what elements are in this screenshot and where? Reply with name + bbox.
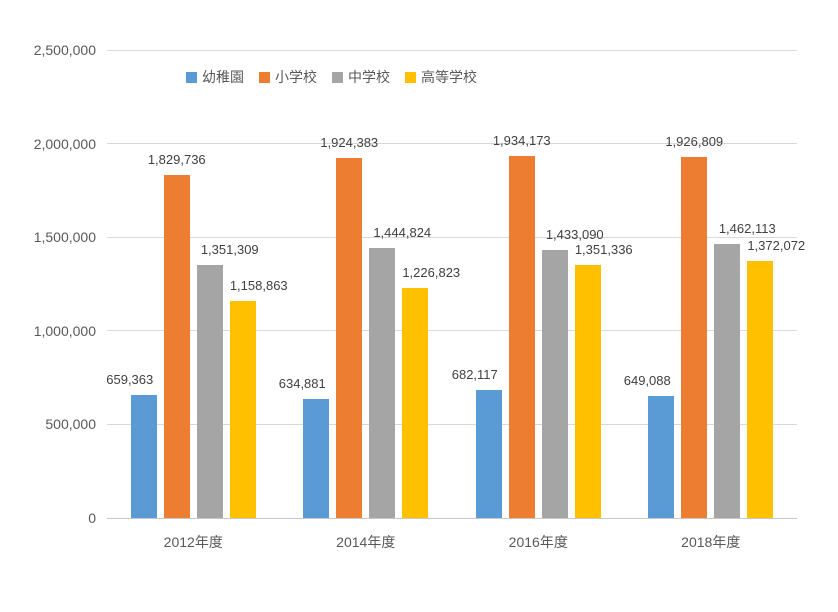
y-tick-label: 1,000,000: [33, 322, 96, 339]
legend-swatch-icon: [259, 71, 270, 83]
bar-value-label: 659,363: [106, 371, 154, 387]
bar: [130, 394, 157, 518]
y-tick-label: 2,500,000: [33, 42, 96, 58]
x-category-label: 2012年度: [163, 534, 223, 550]
bar-value-label: 1,829,736: [147, 152, 206, 168]
x-category-label: 2018年度: [681, 534, 741, 550]
bar-value-label: 1,924,383: [320, 134, 379, 150]
bar: [229, 301, 256, 518]
bar: [714, 244, 741, 518]
bar-value-label: 1,372,072: [747, 238, 806, 254]
bar: [541, 249, 568, 518]
y-tick-label: 2,000,000: [33, 135, 96, 152]
gridline: [107, 143, 797, 145]
bar-value-label: 682,117: [451, 367, 498, 383]
bar-value-label: 1,433,090: [545, 226, 604, 242]
legend-item: 高等学校: [405, 68, 477, 86]
y-tick-label: 500,000: [45, 416, 96, 433]
bar: [475, 390, 502, 518]
bar-value-label: 649,088: [623, 373, 671, 389]
bar-value-label: 1,462,113: [718, 221, 776, 237]
bar: [336, 157, 363, 518]
bar-value-label: 634,881: [278, 376, 326, 392]
bar: [648, 396, 675, 518]
y-tick-label: 0: [88, 510, 96, 526]
bar: [163, 175, 190, 518]
legend-item: 幼稚園: [186, 68, 244, 86]
x-category-label: 2016年度: [508, 534, 568, 550]
legend-label: 幼稚園: [202, 69, 244, 85]
bar-value-label: 1,351,336: [574, 242, 633, 258]
bar: [747, 261, 774, 518]
gridline: [107, 423, 797, 425]
y-tick-label: 1,500,000: [33, 229, 96, 246]
legend-label: 中学校: [348, 69, 390, 85]
legend-label: 小学校: [275, 69, 317, 85]
legend-label: 高等学校: [421, 69, 477, 85]
bar-value-label: 1,351,309: [200, 242, 259, 258]
bar: [574, 265, 601, 518]
bar: [303, 399, 330, 518]
bar-value-label: 1,444,824: [373, 224, 432, 240]
chart-legend: 幼稚園 小学校 中学校 高等学校: [186, 68, 477, 86]
gridline: [107, 49, 797, 51]
gridline: [107, 236, 797, 238]
bar-value-label: 1,926,809: [665, 134, 724, 150]
x-axis-line: [107, 517, 797, 519]
bar-value-label: 1,158,863: [229, 278, 288, 294]
legend-swatch-icon: [186, 71, 197, 83]
gridline: [107, 330, 797, 332]
bar-value-label: 1,934,173: [492, 132, 551, 148]
legend-item: 小学校: [259, 68, 317, 86]
bar: [681, 157, 708, 518]
bar-value-label: 1,226,823: [402, 265, 461, 281]
legend-swatch-icon: [405, 71, 416, 83]
bar: [402, 288, 429, 518]
bar: [508, 155, 535, 518]
legend-swatch-icon: [332, 71, 343, 83]
bar: [369, 247, 396, 518]
legend-item: 中学校: [332, 68, 390, 86]
x-category-label: 2014年度: [336, 534, 396, 550]
bar: [196, 265, 223, 518]
